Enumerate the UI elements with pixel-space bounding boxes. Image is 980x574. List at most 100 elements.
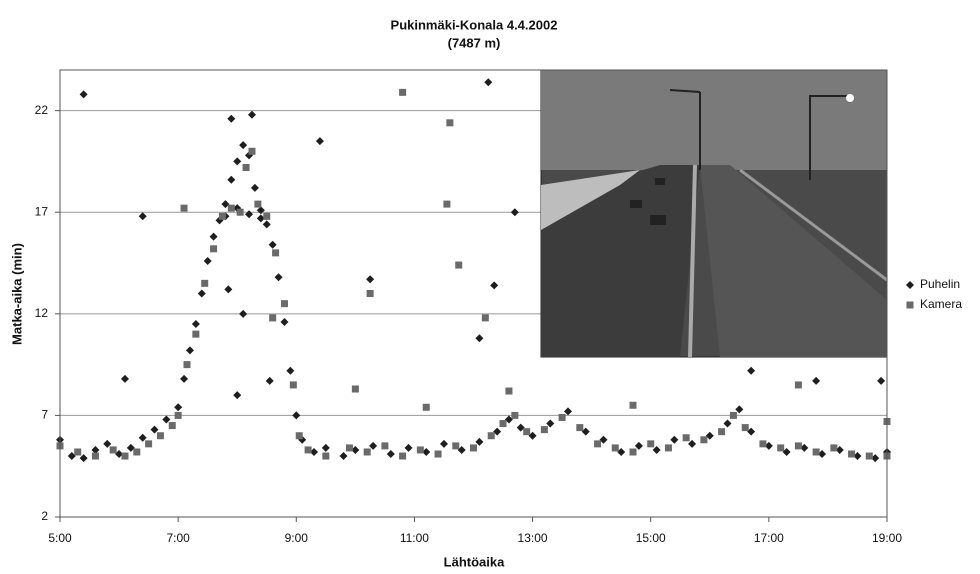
diamond-marker (138, 212, 147, 221)
square-marker (280, 300, 288, 308)
square-marker (180, 204, 188, 212)
plot-frame (59, 69, 888, 518)
y-tick-label: 2 (41, 509, 48, 523)
square-marker (794, 442, 802, 450)
diamond-marker (835, 445, 844, 454)
diamond-marker (735, 405, 744, 414)
diamond-marker (191, 319, 200, 328)
diamond-marker (321, 443, 330, 452)
diamond-marker (233, 157, 242, 166)
diamond-marker (617, 447, 626, 456)
diamond-marker (493, 427, 502, 436)
square-marker (629, 448, 637, 456)
x-axis-label: Lähtöaika (444, 554, 505, 569)
diamond-marker (286, 366, 295, 375)
square-marker (210, 245, 218, 253)
diamond-marker (634, 441, 643, 450)
diamond-marker (853, 452, 862, 461)
diamond-marker (256, 206, 265, 215)
diamond-marker (404, 443, 413, 452)
diamond-marker (723, 419, 732, 428)
square-marker (269, 314, 277, 322)
diamond-marker (351, 445, 360, 454)
diamond-marker (162, 415, 171, 424)
diamond-marker (221, 200, 230, 209)
square-marker (248, 147, 256, 155)
x-tick-label: 5:00 (48, 531, 72, 545)
x-tick-label: 15:00 (636, 531, 666, 545)
diamond-marker (764, 441, 773, 450)
diamond-marker (369, 441, 378, 450)
diamond-marker (227, 175, 236, 184)
x-tick-label: 13:00 (518, 531, 548, 545)
legend-label: Puhelin (920, 277, 960, 291)
square-marker (481, 314, 489, 322)
diamond-marker (138, 433, 147, 442)
square-marker (345, 444, 353, 452)
square-marker (718, 428, 726, 436)
square-marker (168, 422, 176, 430)
diamond-marker (747, 427, 756, 436)
diamond-marker (256, 214, 265, 223)
diamond-marker (310, 447, 319, 456)
diamond-marker (564, 407, 573, 416)
diamond-marker (688, 439, 697, 448)
square-marker (452, 442, 460, 450)
diamond-marker (386, 450, 395, 459)
diamond-marker (180, 374, 189, 383)
diamond-marker (174, 403, 183, 412)
diamond-marker (528, 431, 537, 440)
x-tick-label: 17:00 (754, 531, 784, 545)
square-marker (156, 432, 164, 440)
x-tick-label: 9:00 (285, 531, 309, 545)
diamond-marker (516, 423, 525, 432)
diamond-marker (262, 220, 271, 229)
square-marker (304, 446, 312, 454)
diamond-marker (239, 309, 248, 318)
square-marker (145, 440, 153, 448)
square-marker (777, 444, 785, 452)
square-marker (499, 420, 507, 428)
diamond-marker (268, 240, 277, 249)
diamond-marker (292, 411, 301, 420)
square-marker (830, 444, 838, 452)
square-marker (540, 426, 548, 434)
square-marker (399, 452, 407, 460)
diamond-marker (510, 208, 519, 217)
diamond-marker (871, 454, 880, 463)
diamond-marker (475, 334, 484, 343)
chart-subtitle: (7487 m) (448, 35, 501, 50)
diamond-marker (115, 450, 124, 459)
square-marker (363, 448, 371, 456)
square-marker (263, 212, 271, 220)
square-marker (381, 442, 389, 450)
diamond-marker (339, 452, 348, 461)
square-marker (366, 290, 374, 297)
square-marker (594, 440, 602, 448)
diamond-marker (150, 425, 159, 434)
diamond-marker (652, 445, 661, 454)
square-marker (558, 413, 566, 421)
square-marker (289, 381, 297, 389)
diamond-marker (457, 445, 466, 454)
diamond-marker (490, 281, 499, 290)
diamond-marker (366, 275, 375, 284)
diamond-marker (812, 376, 821, 385)
marks (56, 78, 891, 463)
square-marker (611, 444, 619, 452)
diamond-marker (877, 376, 886, 385)
square-marker (236, 208, 244, 216)
diamond-marker (250, 183, 259, 192)
square-marker (322, 452, 330, 460)
y-tick-label: 17 (35, 204, 49, 218)
square-marker (227, 204, 235, 212)
diamond-marker (422, 447, 431, 456)
square-marker (455, 261, 463, 269)
x-tick-label: 11:00 (400, 531, 429, 545)
diamond-marker (705, 431, 714, 440)
diamond-marker (203, 256, 212, 265)
square-marker (906, 301, 914, 309)
diamond-marker (126, 443, 135, 452)
diamond-marker (782, 447, 791, 456)
